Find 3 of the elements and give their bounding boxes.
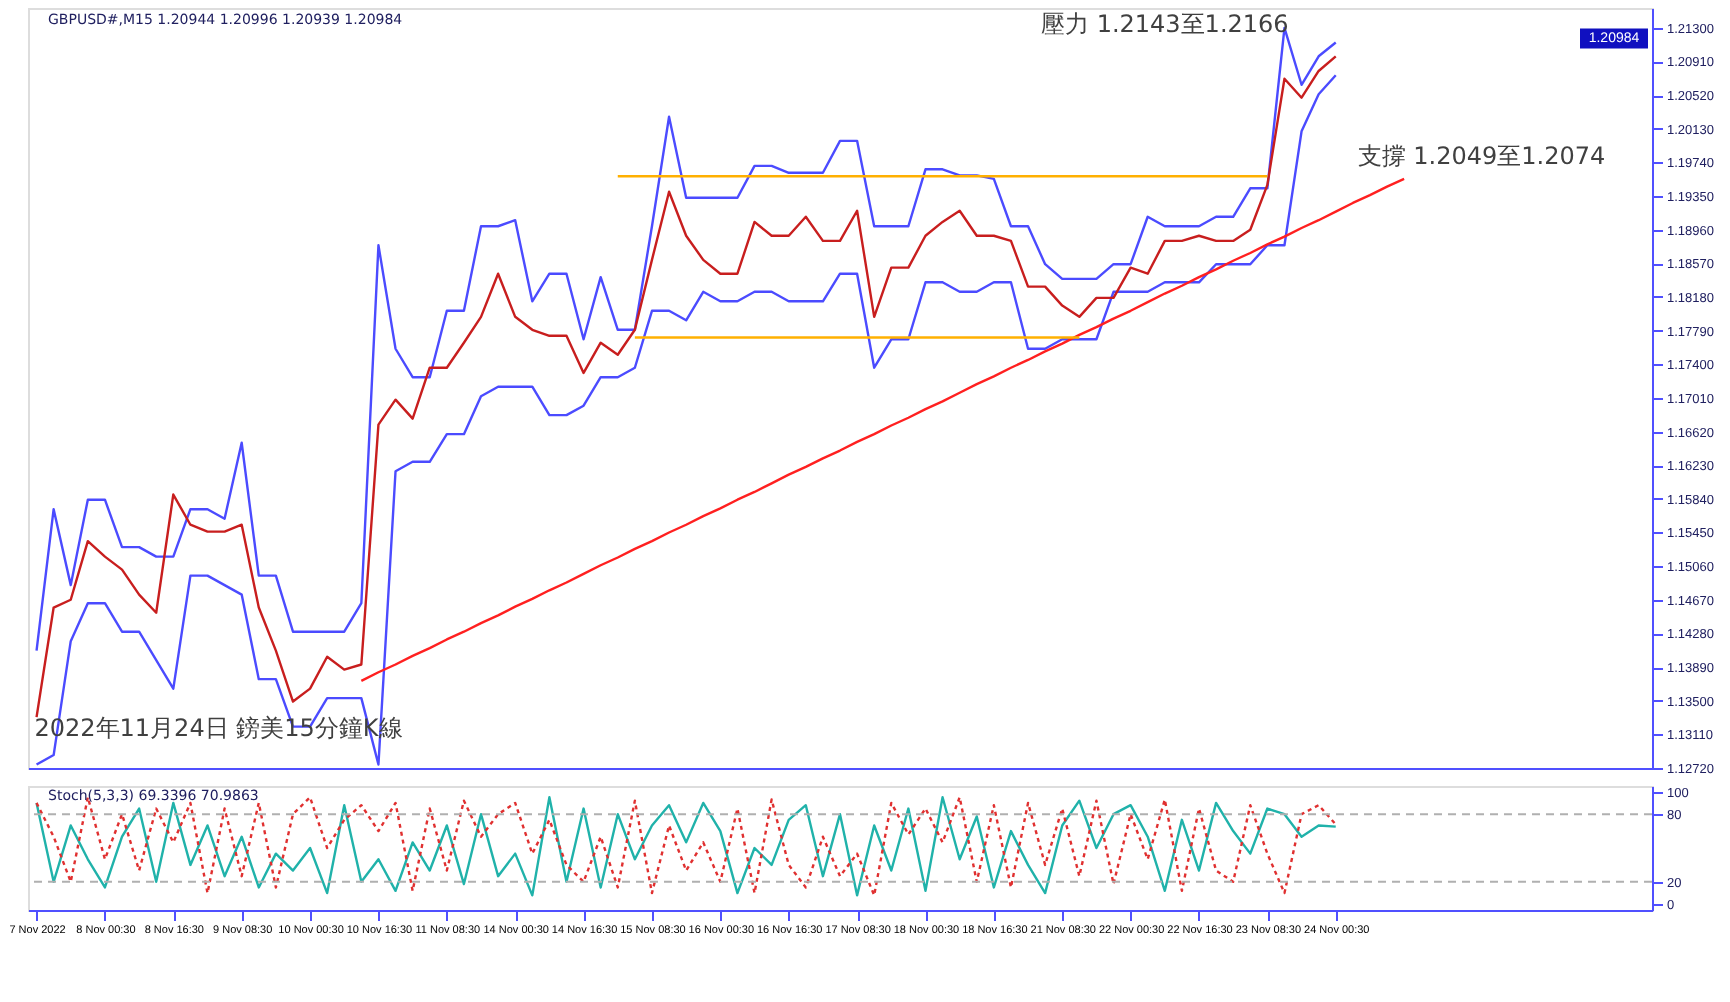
annotation: 支撐 1.2049至1.2074: [1357, 142, 1606, 171]
line-series: [360, 177, 1406, 683]
annotation: 壓力 1.2143至1.2166: [1041, 10, 1289, 38]
